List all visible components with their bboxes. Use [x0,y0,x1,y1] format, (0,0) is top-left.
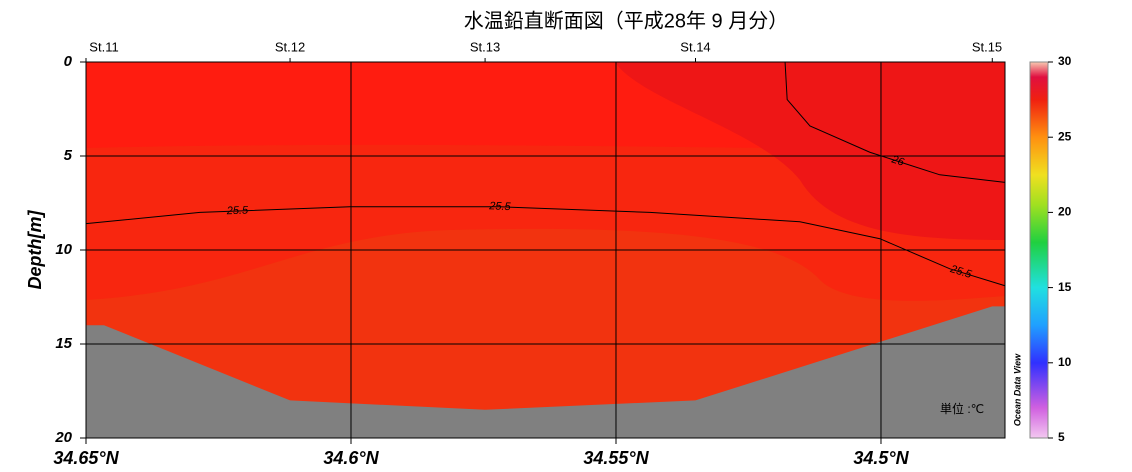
colorbar [1029,61,1049,439]
unit-note: 単位 :℃ [940,401,984,416]
station-label: St.15 [972,39,1002,54]
x-tick-label: 34.55°N [583,448,649,468]
colorbar-tick-label: 20 [1058,205,1072,219]
x-tick-label: 34.6°N [323,448,379,468]
contour-line [85,206,1006,287]
y-axis-label: Depth[m] [25,210,45,290]
chart-title: 水温鉛直断面図（平成28年 9 月分） [464,9,788,32]
contour-line [784,61,1006,183]
contour-label: 25.5 [226,204,250,217]
colorbar-tick-label: 5 [1058,430,1065,444]
station-label: St.14 [680,39,710,54]
credit: Ocean Data View [1012,353,1022,426]
colorbar-tick-label: 15 [1058,280,1072,294]
x-tick-label: 34.5°N [853,448,909,468]
station-label: St.11 [89,39,118,54]
y-tick-label: 15 [55,335,72,352]
colorbar-tick-label: 10 [1058,355,1072,369]
seabed [86,306,1005,438]
y-tick-label: 5 [64,147,73,164]
title-bg [430,6,830,36]
colorbar-tick-label: 30 [1058,54,1072,68]
y-tick-label: 10 [55,241,72,258]
contour-label: 25.5 [488,200,512,213]
y-tick-label: 0 [64,53,73,70]
contour-label: 26 [889,153,906,169]
colorbar-tick-label: 25 [1058,129,1072,143]
station-label: St.13 [470,39,500,54]
y-tick-label: 20 [54,429,72,446]
field [615,62,1005,240]
x-tick-label: 34.65°N [53,448,119,468]
station-label: St.12 [275,39,305,54]
